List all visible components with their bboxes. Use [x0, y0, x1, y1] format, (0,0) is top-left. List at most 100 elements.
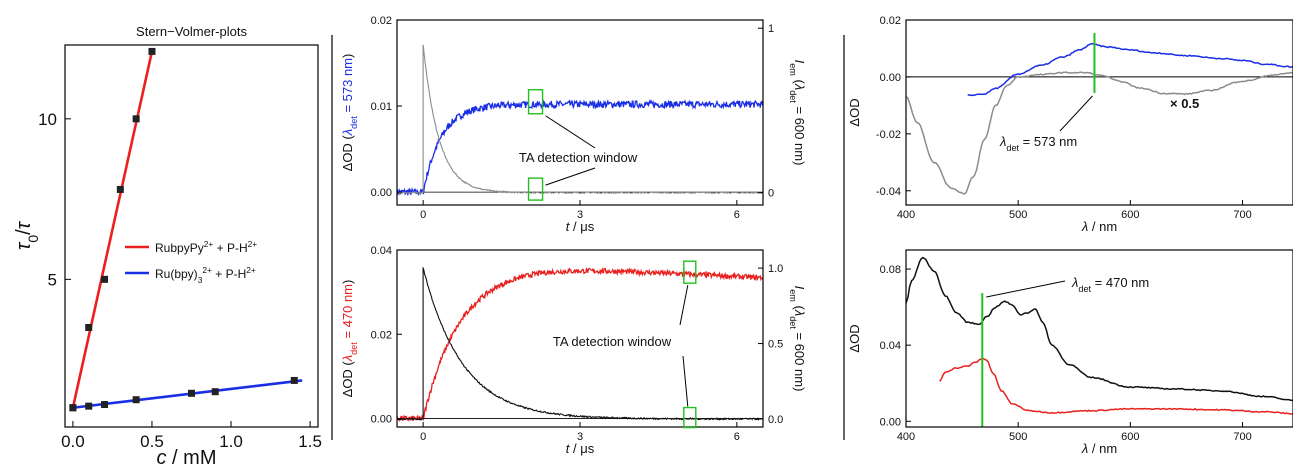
data-point	[101, 401, 109, 409]
y-axis-label-left: ΔOD (λdet = 573 nm)	[340, 54, 359, 172]
data-point	[69, 404, 77, 412]
data-point	[116, 185, 124, 193]
stern-volmer-chart: Stern−Volmer-plots 0.0 0.5 1.0 1.5 5 10 c / mM τ…	[13, 24, 322, 469]
x-tick-label: 700	[1233, 431, 1251, 443]
data-series	[396, 266, 764, 422]
legend-label: RubpyPy2+ + P-H2+	[155, 239, 257, 255]
kinetics-chart-2: 0 3 6 0.00 0.02 0.04 0.0 0.5 1.0 t / μs ΔOD (λdet …	[340, 245, 807, 456]
y-tick-label-right: 1	[768, 23, 774, 35]
y-tick-label: -0.02	[876, 129, 901, 141]
data-point	[85, 323, 93, 331]
chart-title: Stern−Volmer-plots	[136, 24, 247, 39]
data-series	[905, 256, 1293, 402]
detection-window	[683, 260, 697, 284]
y-tick-label: 0.00	[880, 416, 901, 428]
y-tick-label: 0.01	[371, 101, 392, 113]
data-point	[132, 115, 140, 123]
data-series	[939, 357, 1293, 415]
y-tick-label-right: 0.0	[768, 414, 783, 426]
x-tick-label: 500	[1009, 431, 1027, 443]
y-tick-label: 0.02	[880, 15, 901, 27]
x-tick-label: 0.5	[140, 432, 164, 451]
x-tick-label: 400	[897, 431, 915, 443]
data-series	[396, 266, 764, 423]
x-tick-label: 400	[897, 209, 915, 221]
kinetics-chart-1: 0 3 6 0.00 0.01 0.02 0 1 t / μs ΔOD (λdet = 573 n…	[340, 15, 807, 234]
annotation-arrow	[545, 167, 596, 186]
data-point	[211, 388, 219, 396]
plot-frame	[64, 44, 319, 428]
x-tick-label: 1.5	[298, 432, 322, 451]
plot-frame	[905, 19, 1293, 206]
y-tick-label: 0.00	[371, 414, 392, 426]
x-axis-label: λ / nm	[1081, 441, 1117, 456]
detection-window	[527, 89, 544, 115]
y-axis-label-right: Iem (λdet = 600 nm)	[788, 286, 807, 392]
y-tick-label: -0.04	[876, 186, 901, 198]
x-tick-label: 600	[1121, 209, 1139, 221]
x-tick-label: 6	[734, 431, 740, 443]
x-tick-label: 0	[420, 209, 426, 221]
y-tick-label: 0.02	[371, 15, 392, 27]
plot-frame	[396, 19, 764, 206]
x-axis-label: λ / nm	[1081, 219, 1117, 234]
legend-label: Ru(bpy)32+ + P-H2+	[155, 265, 256, 285]
annotation-label: λdet = 573 nm	[999, 134, 1077, 153]
annotation-arrow	[986, 280, 1066, 298]
y-axis-label-left: ΔOD (λdet = 470 nm)	[340, 280, 359, 398]
y-tick-label-right: 0	[768, 188, 774, 200]
detection-window	[683, 406, 697, 429]
data-point	[85, 402, 93, 410]
y-tick-label: 0.04	[371, 245, 392, 257]
y-tick-label: 0.02	[371, 329, 392, 341]
x-tick-label: 500	[1009, 209, 1027, 221]
x-tick-label: 1.0	[219, 432, 243, 451]
x-tick-label: 0	[420, 431, 426, 443]
x-tick-label: 700	[1233, 209, 1251, 221]
data-point	[101, 275, 109, 283]
y-tick-label-right: 0.5	[768, 339, 783, 351]
data-series	[967, 42, 1293, 97]
x-axis-label: c / mM	[157, 447, 217, 469]
data-point	[188, 389, 195, 397]
data-series	[396, 44, 763, 195]
y-tick-label: 0.04	[880, 340, 901, 352]
y-tick-label: 5	[48, 270, 57, 289]
plot-frame	[905, 249, 1293, 428]
x-axis-label: t / μs	[566, 441, 595, 456]
fit-line	[72, 379, 303, 410]
x-tick-label: 6	[734, 209, 740, 221]
annotation-arrow	[682, 355, 689, 407]
annotation: TA detection window	[519, 150, 638, 165]
annotation-label: λdet = 470 nm	[1071, 275, 1149, 294]
x-tick-label: 3	[577, 209, 583, 221]
scale-label: × 0.5	[1170, 96, 1199, 111]
y-axis-label: ΔOD	[847, 98, 862, 126]
data-series	[905, 71, 1293, 195]
y-axis-label-right: Iem (λdet = 600 nm)	[788, 60, 807, 166]
spectrum-chart-3: 400 500 600 700 -0.04 -0.02 0.00 0.02 λ / nm ΔOD λ…	[847, 15, 1293, 234]
y-tick-label: 0.08	[880, 264, 901, 276]
x-axis-label: t / μs	[566, 219, 595, 234]
x-tick-label: 3	[577, 431, 583, 443]
data-point	[132, 396, 140, 404]
data-series	[396, 98, 764, 196]
data-point	[148, 47, 156, 55]
x-tick-label: 0.0	[61, 432, 85, 451]
data-point	[290, 376, 298, 384]
fit-line	[71, 51, 154, 409]
y-tick-label: 0.00	[371, 187, 392, 199]
y-axis-label: τ0/τ	[13, 220, 41, 250]
x-tick-label: 600	[1121, 431, 1139, 443]
detection-window	[527, 177, 544, 201]
y-tick-label: 0.00	[880, 72, 901, 84]
y-axis-label: ΔOD	[847, 324, 862, 352]
spectrum-chart-4: 400 500 600 700 0.00 0.04 0.08 λ / nm ΔOD λdet = …	[847, 249, 1293, 456]
annotation: TA detection window	[553, 334, 672, 349]
y-tick-label-right: 1.0	[768, 263, 783, 275]
annotation-arrow	[545, 115, 596, 149]
annotation-arrow	[1059, 95, 1093, 132]
annotation-arrow	[679, 285, 689, 326]
y-tick-label: 10	[38, 110, 57, 129]
